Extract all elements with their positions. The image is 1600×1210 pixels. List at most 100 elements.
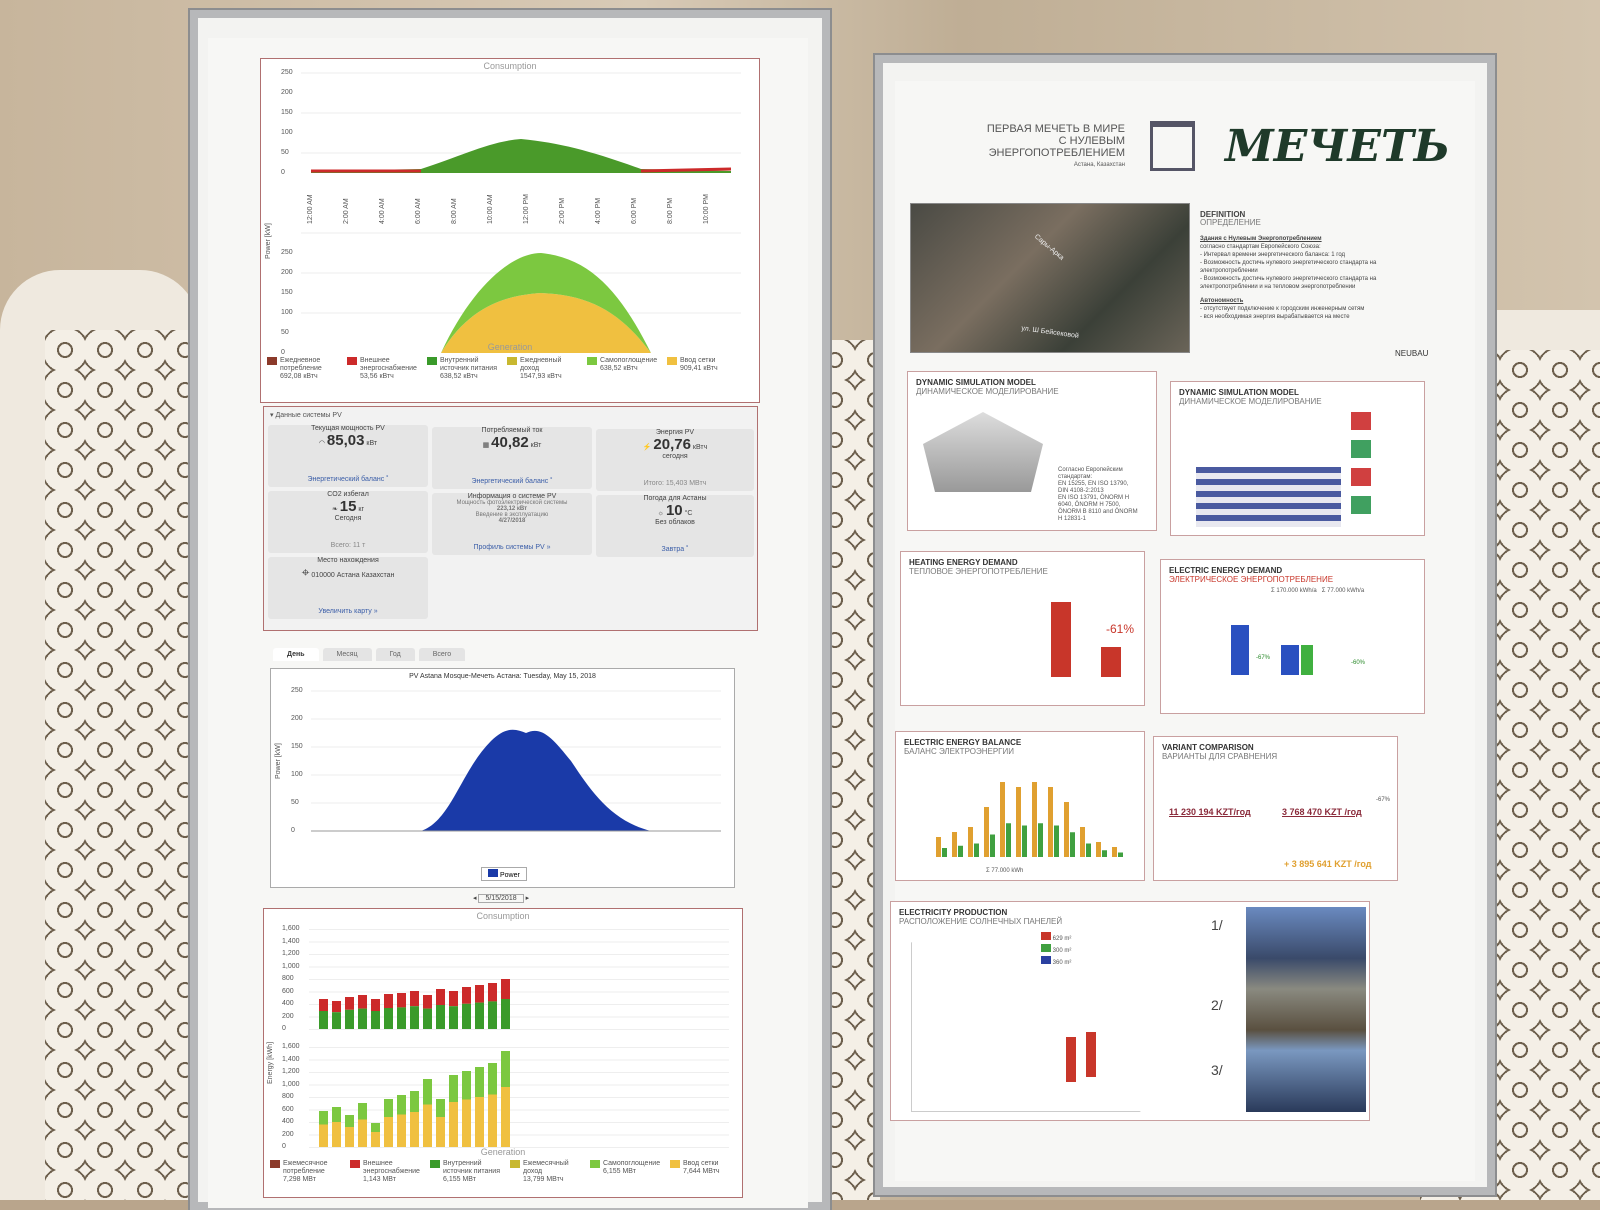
tile-co2-avoided: CO2 избегал ❧ 15 кг Сегодня Всего: 11 т [268,491,428,553]
tab-year[interactable]: Год [375,648,415,661]
balance-bar [1032,782,1037,857]
consumption-bar [332,1001,341,1013]
consumption-bar [436,1005,445,1029]
consumption-bar [358,1008,367,1029]
tab-total[interactable]: Всего [418,648,466,661]
consumption-bar [449,991,458,1007]
generation-bar [397,1095,406,1147]
grid-line [309,979,729,980]
generation-title: Generation [487,342,533,352]
grid-feed-area [441,293,651,353]
tile-pv-energy: Энергия PV ⚡ 20,76 кВтч сегодня Итого: 15,4… [596,429,754,491]
grid-line [309,1004,729,1005]
consumption-bar [436,989,445,1005]
section-electric-demand: ELECTRIC ENERGY DEMAND ЭЛЕКТРИЧЕСКОЕ ЭНЕР… [1160,559,1425,714]
day-legend: Ежедневное потребление 692,08 кВтч Внешне… [267,357,742,381]
month-y-tick: 200 [282,1012,294,1020]
consumption-bar [488,1001,497,1029]
color-cubes [1351,412,1371,522]
pv-legend: Power [499,872,520,879]
solar-panel-photos [1246,907,1366,1112]
definition-block: DEFINITION ОПРЕДЕЛЕНИЕ Здания с Нулевым … [1200,210,1377,321]
consumption-bar [371,1011,380,1029]
consumption-bar [319,1011,328,1029]
generation-bar [410,1091,419,1147]
consumption-bar [345,997,354,1010]
day-y-tick: 200 [281,269,293,276]
day-x-tick: 6:00 AM [415,198,422,224]
month-consumption-title: Consumption [476,911,530,921]
aerial-map: ул. Ш Бейсековой Сары-Арка [910,203,1190,353]
consumption-bar [319,999,328,1011]
brand-neubau: NEUBAU [1395,349,1429,358]
day-y-tick: 0 [281,169,285,176]
right-poster-frame: ПЕРВАЯ МЕЧЕТЬ В МИРЕ С НУЛЕВЫМ ЭНЕРГОПОТРЕ… [875,55,1495,1195]
balance-bar [990,834,995,857]
balance-bar [1118,852,1123,857]
generation-bar [501,1051,510,1087]
month-y-tick: 1,200 [282,1068,300,1075]
consumption-bar [423,1008,432,1029]
monthly-bars [309,929,729,1148]
month-generation-title: Generation [480,1147,526,1157]
grid-line [309,1047,729,1048]
balance-bar [1022,825,1027,857]
section-electricity-production: ELECTRICITY PRODUCTION РАСПОЛОЖЕНИЕ СОЛНЕ… [890,901,1370,1121]
date-picker[interactable]: ◂ 5/15/2018 ▸ [473,894,530,903]
day-y-tick: 150 [281,109,293,116]
generation-bar [319,1111,328,1147]
generation-bar [384,1099,393,1147]
section-electric-balance: ELECTRIC ENERGY BALANCE БАЛАНС ЭЛЕКТРОЭНЕ… [895,731,1145,881]
pv-system-data: ▾ Данные системы PV Текущая мощность PV ◠… [263,406,758,631]
lightning-icon: ⚡ [642,444,654,451]
month-y-tick: 1,200 [282,950,300,957]
consumption-bar [371,999,380,1011]
month-y-label: Energy [kWh] [267,1041,274,1084]
generation-bar [345,1115,354,1127]
consumption-bar [475,1002,484,1029]
balance-bar [952,832,957,857]
consumption-bar [384,1008,393,1029]
generation-bar [436,1099,445,1117]
pv-y-tick: 200 [291,715,303,722]
pv-y-tick: 150 [291,743,303,750]
consumption-bar [332,1012,341,1029]
consumption-bar [384,994,393,1008]
day-y-tick: 50 [281,149,289,156]
balance-bars [936,782,1123,857]
grid-line [309,966,729,968]
generation-bar [345,1115,354,1147]
grid-line [309,1059,729,1061]
consumption-bar [462,987,471,1004]
balance-bar [1000,782,1005,857]
day-x-tick: 2:00 PM [559,197,566,224]
day-x-tick: 12:00 AM [307,194,314,224]
generation-bar [449,1075,458,1147]
generation-bar [475,1067,484,1147]
consumption-bar [488,983,497,1002]
monthly-energy-chart: Consumption Generation Energy [kWh] Ежем… [263,908,743,1198]
consumption-bar [358,995,367,1009]
consumption-bar [423,995,432,1009]
month-y-tick: 600 [282,1105,294,1113]
mosque-emblem [1150,121,1195,171]
balance-bar [1048,787,1053,857]
pv-section-header[interactable]: ▾ Данные системы PV [270,412,342,419]
month-y-tick: 1,600 [282,925,300,932]
day-x-tick: 10:00 PM [703,194,710,224]
day-y-tick: 50 [281,329,289,336]
generation-bar [436,1099,445,1147]
consumption-bar [462,1003,471,1029]
site-plan [911,942,1141,1112]
tab-month[interactable]: Месяц [322,648,372,661]
left-poster-frame: Consumption Generation Power [kW] Ежедне… [190,10,830,1210]
grid-line [309,1097,729,1098]
generation-bar [410,1091,419,1112]
balance-bar [1064,802,1069,857]
balance-bar [1102,850,1107,857]
grid-line [309,954,729,955]
grid-line [309,1016,729,1018]
balance-bar [1070,832,1075,857]
tab-day[interactable]: День [273,648,319,661]
day-y-tick: 100 [281,309,293,316]
